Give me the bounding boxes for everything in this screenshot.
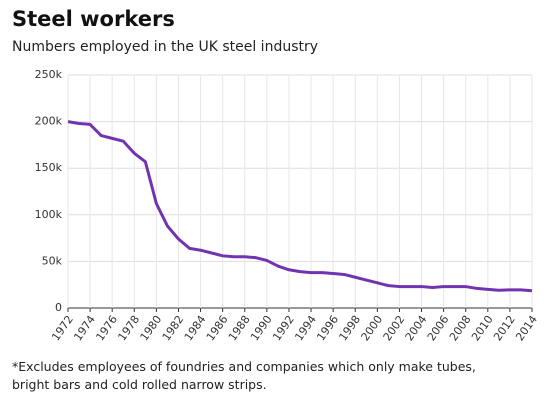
x-tick-label: 2004 (403, 313, 430, 343)
x-tick-label: 1990 (248, 313, 275, 343)
x-tick-label: 1996 (314, 313, 341, 343)
x-tick-label: 1980 (138, 313, 165, 343)
x-tick-label: 2012 (491, 313, 518, 343)
footnote: *Excludes employees of foundries and com… (12, 359, 476, 392)
line (67, 120, 533, 293)
x-tick-label: 2006 (425, 313, 452, 343)
x-tick-label: 1994 (292, 313, 319, 343)
x-tick-label: 1998 (336, 313, 363, 343)
x-tick-label: 1988 (226, 313, 253, 343)
x-tick-label: 2010 (469, 313, 496, 343)
x-tick-label: 2002 (381, 313, 408, 343)
y-tick-label: 150k (35, 161, 63, 174)
x-tick-label: 1984 (182, 313, 209, 343)
x-tick-label: 1978 (115, 313, 142, 343)
y-tick-label: 250k (35, 68, 63, 81)
x-tick-label: 1972 (49, 313, 76, 343)
x-tick-label: 2000 (359, 313, 386, 343)
x-tick-label: 1982 (160, 313, 187, 343)
x-tick-label: 2014 (513, 313, 540, 343)
chart: Steel workers Numbers employed in the UK… (12, 7, 540, 343)
x-tick-label: 1974 (71, 313, 98, 343)
y-tick-label: 50k (42, 254, 63, 267)
chart-subtitle: Numbers employed in the UK steel industr… (12, 39, 318, 55)
chart-title: Steel workers (12, 7, 175, 31)
y-tick-label: 200k (35, 115, 63, 128)
y-tick-label: 100k (35, 208, 63, 221)
x-tick-label: 1992 (270, 313, 297, 343)
x-tick-label: 2008 (447, 313, 474, 343)
x-tick-label: 1976 (93, 313, 120, 343)
x-tick-label: 1986 (204, 313, 231, 343)
y-tick-label: 0 (55, 301, 62, 314)
